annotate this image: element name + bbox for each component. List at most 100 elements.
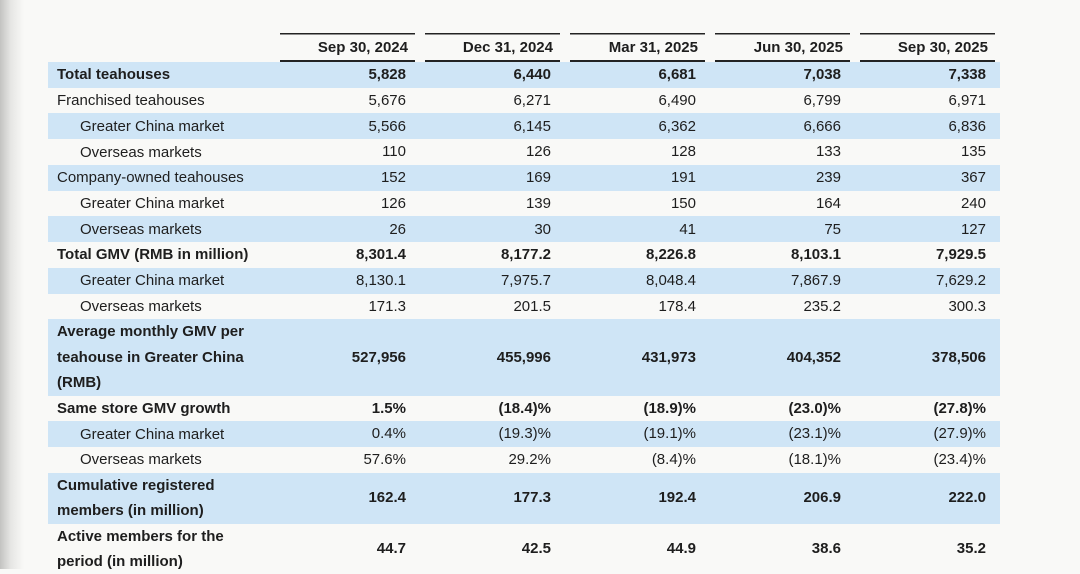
row-label-text: Overseas markets xyxy=(80,143,202,161)
cell-value: 7,629.2 xyxy=(935,272,986,290)
cell-value: 126 xyxy=(380,194,406,212)
cell-value: (27.8)% xyxy=(933,399,986,417)
cell-value: 29.2% xyxy=(508,451,551,469)
page-edge-shadow xyxy=(0,0,24,569)
row-label-text: Greater China market xyxy=(80,195,225,212)
cell-value: 6,681 xyxy=(658,66,696,84)
cell-value: 191 xyxy=(670,169,696,187)
cell-value: 206.9 xyxy=(803,489,841,507)
cell-value: 42.5 xyxy=(521,540,551,558)
row-label-cell: Overseas markets xyxy=(48,447,275,473)
cell-value: (8.4)% xyxy=(651,451,696,469)
cell-value: (18.4)% xyxy=(498,399,551,417)
row-label-cell: Overseas markets xyxy=(48,294,275,320)
cell-value: 8,130.1 xyxy=(355,272,406,290)
cell-value: 35.2 xyxy=(956,540,986,558)
row-label-cell: Same store GMV growth xyxy=(48,396,275,422)
cell-value: 300.3 xyxy=(948,297,986,315)
row-label-cell: Overseas markets xyxy=(48,216,275,242)
table-row: Average monthly GMV per teahouse in Grea… xyxy=(48,319,1000,396)
cell-value: 7,338 xyxy=(948,66,986,84)
row-label-text: Overseas markets xyxy=(80,451,202,469)
row-label-text: Cumulative registered members (in millio… xyxy=(57,476,215,520)
cell-value: 162.4 xyxy=(368,489,406,507)
row-label-text: Company-owned teahouses xyxy=(57,169,244,187)
table-row: Same store GMV growth 1.5% (18.4)% (18.9)% (… xyxy=(48,396,1000,422)
table-row: Cumulative registered members (in millio… xyxy=(48,472,1000,524)
cell-value: 7,038 xyxy=(803,66,841,84)
cell-value: 0.4% xyxy=(371,425,406,443)
cell-value: 57.6% xyxy=(363,451,406,469)
cell-value: (27.9)% xyxy=(933,425,986,443)
cell-value: (18.9)% xyxy=(643,399,696,417)
cell-value: 7,867.9 xyxy=(790,272,841,290)
cell-value: 6,490 xyxy=(658,91,696,109)
row-label-cell: Overseas markets xyxy=(48,139,275,165)
row-label-cell: Active members for the period (in millio… xyxy=(48,524,275,574)
cell-value: (19.1)% xyxy=(643,425,696,443)
cell-value: 1.5% xyxy=(371,399,406,417)
row-label-text: Average monthly GMV per teahouse in Grea… xyxy=(57,323,244,392)
row-label-text: Greater China market xyxy=(80,425,225,443)
cell-value: 139 xyxy=(525,194,551,212)
quarterly-metrics-table: Sep 30, 2024 Dec 31, 2024 Mar 31, 2025 Jun … xyxy=(48,33,1000,574)
cell-value: 201.5 xyxy=(513,297,551,315)
table-row: Overseas markets 171.3 201.5 178.4 235.2 300.… xyxy=(48,294,1000,320)
table-row: Overseas markets 26 30 41 75 127 xyxy=(48,216,1000,243)
cell-value: 152 xyxy=(380,169,406,187)
cell-value: 6,145 xyxy=(513,117,551,135)
cell-value: 6,666 xyxy=(803,117,841,135)
row-label-cell: Greater China market xyxy=(48,421,275,447)
cell-value: (18.1)% xyxy=(788,451,841,469)
cell-value: (19.3)% xyxy=(498,425,551,443)
row-label-cell: Company-owned teahouses xyxy=(48,165,275,191)
column-header: Sep 30, 2024 xyxy=(275,33,420,62)
row-label-cell: Franchised teahouses xyxy=(48,88,275,114)
cell-value: 7,975.7 xyxy=(500,272,551,290)
row-label-text: Overseas markets xyxy=(80,220,202,238)
cell-value: 235.2 xyxy=(803,297,841,315)
cell-value: 126 xyxy=(525,143,551,161)
cell-value: 7,929.5 xyxy=(935,246,986,264)
cell-value: 239 xyxy=(815,169,841,187)
table-row: Overseas markets 57.6% 29.2% (8.4)% (18.1)% (… xyxy=(48,447,1000,473)
cell-value: (23.1)% xyxy=(788,425,841,443)
cell-value: 6,362 xyxy=(658,117,696,135)
cell-value: 6,971 xyxy=(948,91,986,109)
table-row: Active members for the period (in millio… xyxy=(48,524,1000,574)
cell-value: 178.4 xyxy=(658,297,696,315)
cell-value: 177.3 xyxy=(513,489,551,507)
cell-value: 164 xyxy=(815,194,841,212)
cell-value: 44.9 xyxy=(666,540,696,558)
cell-value: 5,676 xyxy=(368,91,406,109)
table-row: Total GMV (RMB in million) 8,301.4 8,177.2… xyxy=(48,242,1000,268)
column-header: Dec 31, 2024 xyxy=(420,33,565,62)
cell-value: 8,177.2 xyxy=(500,246,551,264)
cell-value: 26 xyxy=(389,220,406,238)
table-row: Company-owned teahouses 152 169 191 239 367 xyxy=(48,164,1000,191)
cell-value: 6,271 xyxy=(513,91,551,109)
row-label-cell: Greater China market xyxy=(48,113,275,139)
cell-value: 6,836 xyxy=(948,117,986,135)
row-label-text: Overseas markets xyxy=(80,297,202,315)
cell-value: 38.6 xyxy=(811,540,841,558)
cell-value: 110 xyxy=(382,143,406,161)
table-row: Overseas markets 110 126 128 133 135 xyxy=(48,139,1000,165)
table-row: Franchised teahouses 5,676 6,271 6,490 6,799… xyxy=(48,88,1000,114)
row-label-text: Greater China market xyxy=(80,117,225,135)
cell-value: 5,566 xyxy=(368,117,406,135)
cell-value: (23.0)% xyxy=(788,399,841,417)
header-empty-cell xyxy=(48,33,275,62)
cell-value: 44.7 xyxy=(376,540,406,558)
table-row: Total teahouses 5,828 6,440 6,681 7,038 7,338 xyxy=(48,62,1000,88)
row-label-cell: Total GMV (RMB in million) xyxy=(48,242,275,268)
cell-value: 404,352 xyxy=(786,348,841,366)
cell-value: 8,301.4 xyxy=(355,246,406,264)
row-label-text: Same store GMV growth xyxy=(57,399,231,417)
table-header: Sep 30, 2024 Dec 31, 2024 Mar 31, 2025 Jun … xyxy=(48,33,1000,62)
cell-value: 192.4 xyxy=(658,489,696,507)
cell-value: 431,973 xyxy=(641,348,696,366)
row-label-text: Total GMV (RMB in million) xyxy=(57,246,249,264)
cell-value: 6,799 xyxy=(803,91,841,109)
cell-value: 527,956 xyxy=(351,348,406,366)
